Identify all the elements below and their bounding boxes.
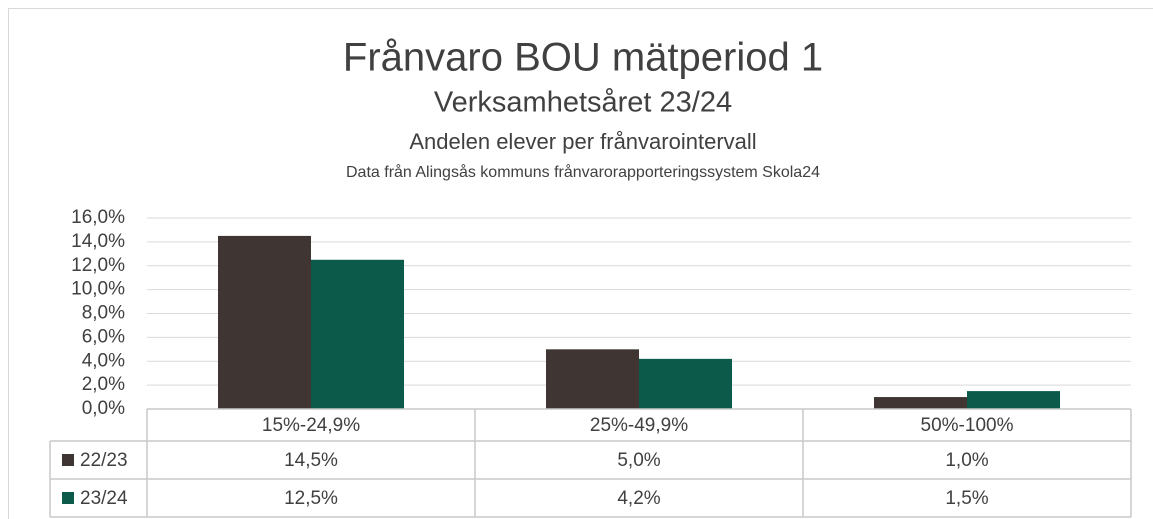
table-value: 12,5%: [284, 488, 338, 509]
y-tick-label: 2,0%: [82, 374, 125, 395]
x-tick-label: 50%-100%: [921, 415, 1014, 436]
bar: [546, 349, 639, 409]
y-tick-label: 14,0%: [71, 231, 125, 252]
bar: [218, 235, 311, 409]
y-tick-label: 12,0%: [71, 255, 125, 276]
y-tick-label: 16,0%: [71, 207, 125, 228]
x-tick-label: 15%-24,9%: [262, 415, 360, 436]
y-tick-label: 10,0%: [71, 279, 125, 300]
table-value: 1,0%: [945, 450, 988, 471]
legend-key: [62, 454, 74, 466]
chart-subtitle: Verksamhetsåret 23/24: [434, 87, 732, 119]
bar: [967, 391, 1060, 409]
y-tick-label: 0,0%: [82, 398, 125, 419]
y-tick-label: 4,0%: [82, 350, 125, 371]
y-tick-label: 8,0%: [82, 303, 125, 324]
y-tick-label: 6,0%: [82, 326, 125, 347]
bar: [874, 397, 967, 409]
chart-title: Frånvaro BOU mätperiod 1: [343, 36, 823, 80]
legend-label: 23/24: [80, 488, 128, 509]
x-tick-label: 25%-49,9%: [590, 415, 688, 436]
chart-border: [8, 8, 1153, 519]
legend-label: 22/23: [80, 450, 128, 471]
chart-subtitle: Data från Alingsås kommuns frånvarorappo…: [346, 163, 820, 181]
table-value: 5,0%: [617, 450, 660, 471]
bar: [311, 259, 404, 409]
table-value: 14,5%: [284, 450, 338, 471]
legend-key: [62, 492, 74, 504]
bar: [639, 358, 732, 409]
chart-subtitle: Andelen elever per frånvarointervall: [409, 129, 756, 154]
table-value: 4,2%: [617, 488, 660, 509]
table-value: 1,5%: [945, 488, 988, 509]
